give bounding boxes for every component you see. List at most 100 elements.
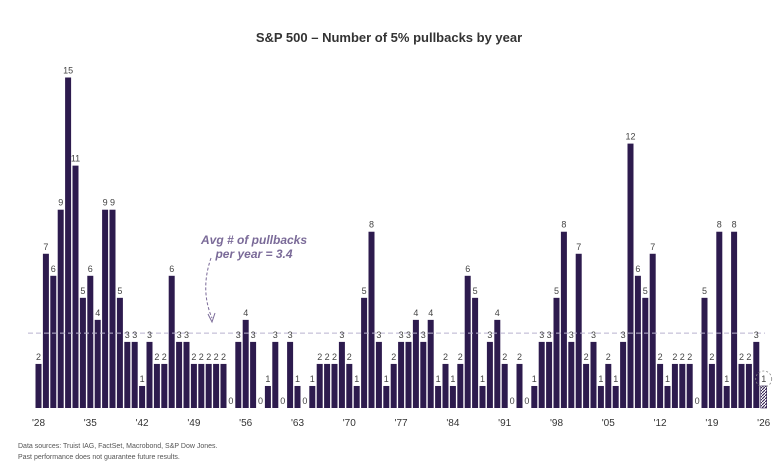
bar-1965 (309, 385, 316, 408)
bar-1948 (183, 341, 190, 408)
x-tick-label: '12 (654, 418, 667, 429)
bar-1933 (72, 165, 79, 408)
value-label-1930: 6 (51, 264, 56, 274)
x-tick-label: '49 (187, 418, 200, 429)
bar-2018 (701, 297, 708, 408)
x-tick-label: '19 (705, 418, 718, 429)
average-annotation-line: per year = 3.4 (214, 247, 292, 261)
bar-1931 (57, 209, 64, 408)
value-label-1966: 2 (317, 352, 322, 362)
bar-1959 (264, 385, 271, 408)
value-label-2022: 8 (732, 220, 737, 230)
bar-1990 (494, 319, 501, 408)
bar-1991 (501, 363, 508, 408)
bar-1934 (79, 297, 86, 408)
value-label-1980: 3 (421, 330, 426, 340)
bar-2014 (671, 363, 678, 408)
value-label-2015: 2 (680, 352, 685, 362)
bar-1972 (361, 297, 368, 408)
value-label-1935: 6 (88, 264, 93, 274)
bar-1941 (131, 341, 138, 408)
bar-2026 (760, 385, 768, 409)
value-label-1969: 3 (339, 330, 344, 340)
value-label-1946: 6 (169, 264, 174, 274)
bar-1950 (198, 363, 205, 408)
bar-1943 (146, 341, 153, 408)
bar-1955 (235, 341, 242, 408)
value-label-2009: 6 (635, 264, 640, 274)
x-tick-label: '63 (291, 418, 304, 429)
bar-2024 (745, 363, 752, 408)
bar-1953 (220, 363, 227, 408)
annotation-arrow (205, 257, 213, 319)
bar-1978 (405, 341, 412, 408)
bar-1967 (324, 363, 331, 408)
value-label-2008: 12 (625, 132, 635, 142)
value-label-2021: 1 (724, 374, 729, 384)
bar-1975 (383, 385, 390, 408)
value-label-1967: 2 (325, 352, 330, 362)
bar-1951 (205, 363, 212, 408)
value-label-1929: 7 (43, 242, 48, 252)
bar-1980 (420, 341, 427, 408)
bar-2006 (612, 385, 619, 408)
value-label-1933: 11 (71, 154, 80, 164)
bar-2010 (642, 297, 649, 408)
bar-2003 (590, 341, 597, 408)
value-label-1974: 3 (376, 330, 381, 340)
value-label-2000: 3 (569, 330, 574, 340)
value-label-1964: 0 (302, 396, 307, 406)
bar-2004 (597, 385, 604, 408)
value-label-1957: 3 (251, 330, 256, 340)
x-tick-label: '84 (446, 418, 459, 429)
chart-title: S&P 500 – Number of 5% pullbacks by year (255, 30, 523, 45)
value-label-1973: 8 (369, 220, 374, 230)
value-label-1945: 2 (162, 352, 167, 362)
bar-2009 (634, 275, 641, 408)
bar-2016 (686, 363, 693, 408)
bar-2012 (657, 363, 664, 408)
value-label-1956: 4 (243, 308, 248, 318)
value-label-1937: 9 (103, 198, 108, 208)
value-label-1982: 1 (436, 374, 441, 384)
bar-1936 (94, 319, 101, 408)
bar-1928 (35, 363, 42, 408)
bar-1974 (375, 341, 382, 408)
bar-1946 (168, 275, 175, 408)
value-label-1981: 4 (428, 308, 433, 318)
bar-2002 (583, 363, 590, 408)
value-label-1990: 4 (495, 308, 500, 318)
value-label-1959: 1 (265, 374, 270, 384)
bar-2022 (731, 231, 738, 408)
value-label-1994: 0 (524, 396, 529, 406)
bar-2011 (649, 253, 656, 408)
bar-1944 (153, 363, 160, 408)
bar-2001 (575, 253, 582, 408)
x-tick-label: '70 (343, 418, 356, 429)
value-label-1934: 5 (80, 286, 85, 296)
value-label-1984: 1 (450, 374, 455, 384)
value-label-2023: 2 (739, 352, 744, 362)
value-label-1943: 3 (147, 330, 152, 340)
x-tick-label: '77 (395, 418, 408, 429)
bars-group (35, 77, 768, 409)
data-sources-note: Data sources: Truist IAG, FactSet, Macro… (18, 443, 218, 450)
value-label-2011: 7 (650, 242, 655, 252)
partial-year-marker (755, 370, 773, 388)
bar-2013 (664, 385, 671, 408)
value-label-1998: 5 (554, 286, 559, 296)
value-label-1997: 3 (547, 330, 552, 340)
bar-1938 (109, 209, 116, 408)
bar-1983 (442, 363, 449, 408)
bar-1969 (338, 341, 345, 408)
bar-1935 (87, 275, 94, 408)
value-label-1962: 3 (288, 330, 293, 340)
value-label-1953: 2 (221, 352, 226, 362)
value-label-1939: 5 (117, 286, 122, 296)
value-label-1989: 3 (487, 330, 492, 340)
bar-2015 (679, 363, 686, 408)
bar-1956 (242, 319, 249, 408)
bar-1939 (116, 297, 123, 408)
value-label-1971: 1 (354, 374, 359, 384)
